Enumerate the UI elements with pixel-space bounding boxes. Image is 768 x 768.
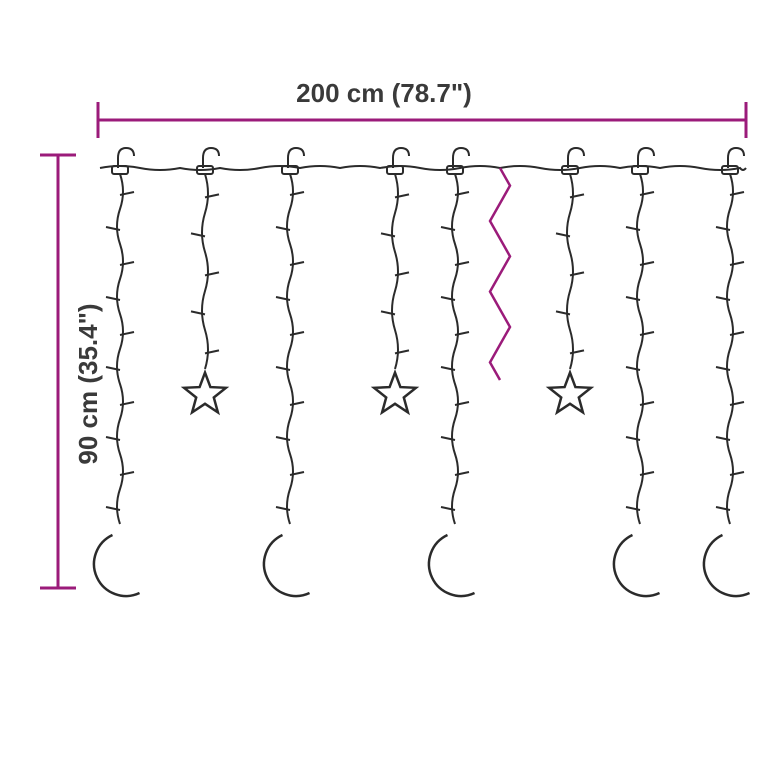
diagram-container: 200 cm (78.7") 90 cm (35.4") [0, 0, 768, 768]
product-diagram [0, 0, 768, 768]
